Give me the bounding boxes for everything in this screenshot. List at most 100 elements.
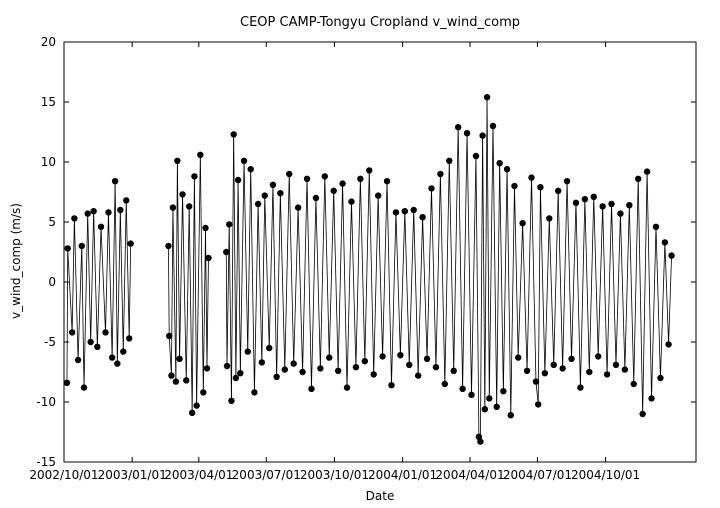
data-point bbox=[481, 406, 489, 413]
series-line-segment bbox=[306, 178, 312, 389]
series-line-segment bbox=[105, 212, 109, 333]
data-point bbox=[374, 192, 382, 199]
series-line-segment bbox=[250, 169, 255, 393]
data-point bbox=[366, 167, 373, 174]
data-point bbox=[370, 371, 377, 378]
data-point bbox=[401, 208, 409, 215]
data-point bbox=[554, 187, 562, 194]
series-line-segment bbox=[453, 127, 459, 371]
series-line-segment bbox=[566, 181, 572, 359]
series-line-segment bbox=[261, 195, 266, 363]
y-tick-label: -10 bbox=[36, 395, 56, 409]
data-point bbox=[648, 395, 655, 402]
series-line-segment bbox=[90, 211, 95, 343]
x-tick-label: 2004/10/01 bbox=[571, 468, 640, 482]
data-point bbox=[441, 380, 449, 388]
series-line-segment bbox=[231, 134, 235, 401]
data-point bbox=[511, 182, 518, 190]
data-point bbox=[639, 410, 646, 418]
series-line-segment bbox=[522, 223, 528, 371]
series-line-segment bbox=[125, 200, 130, 339]
data-point bbox=[339, 180, 346, 187]
data-point bbox=[240, 157, 248, 164]
data-point bbox=[321, 173, 329, 180]
series-line-segment bbox=[191, 176, 195, 413]
series-line-segment bbox=[199, 154, 204, 393]
data-point bbox=[463, 130, 471, 137]
y-axis-label: v_wind_comp (m/s) bbox=[9, 203, 23, 319]
series-line-segment bbox=[502, 169, 508, 392]
data-point bbox=[450, 367, 457, 374]
data-point bbox=[111, 178, 119, 185]
data-point bbox=[114, 360, 121, 367]
data-point bbox=[174, 157, 181, 164]
data-point bbox=[326, 354, 333, 361]
series-line-segment bbox=[114, 181, 118, 364]
data-point bbox=[277, 190, 284, 197]
data-point bbox=[188, 409, 196, 416]
data-point bbox=[330, 187, 337, 194]
series-line-segment bbox=[633, 178, 639, 385]
data-point bbox=[258, 359, 266, 366]
data-point bbox=[643, 168, 651, 175]
data-point bbox=[269, 181, 277, 188]
data-point bbox=[63, 379, 71, 386]
series-line-segment bbox=[506, 169, 512, 416]
series-line-segment bbox=[228, 224, 232, 401]
data-point bbox=[169, 204, 177, 211]
data-point bbox=[108, 354, 116, 361]
series-line-segment bbox=[276, 193, 281, 377]
data-point bbox=[514, 354, 522, 361]
series-line-segment bbox=[404, 211, 410, 365]
series-line-segment bbox=[580, 199, 586, 388]
series-line-segment bbox=[206, 257, 209, 369]
series-line-segment bbox=[176, 160, 180, 359]
data-point bbox=[94, 343, 101, 350]
data-point bbox=[247, 166, 254, 173]
series-line-segment bbox=[196, 154, 201, 406]
series-line-segment bbox=[426, 188, 432, 359]
data-point bbox=[537, 184, 544, 191]
series-line-segment bbox=[172, 207, 177, 382]
series-line-segment bbox=[435, 173, 441, 368]
data-point bbox=[635, 175, 642, 182]
series-line-segment bbox=[588, 196, 595, 373]
series-line-segment bbox=[646, 171, 652, 399]
series-line-segment bbox=[297, 207, 303, 373]
data-point bbox=[383, 178, 391, 185]
series-line-segment bbox=[128, 243, 132, 339]
data-point bbox=[361, 358, 369, 365]
series-line-segment bbox=[537, 187, 541, 405]
data-point bbox=[84, 210, 91, 217]
series-line-segment bbox=[624, 205, 630, 370]
series-line-segment bbox=[288, 173, 295, 364]
series-line-segment bbox=[333, 190, 339, 371]
y-tick-label: 5 bbox=[48, 215, 56, 229]
series-line-segment bbox=[526, 177, 532, 371]
data-point bbox=[486, 395, 493, 402]
plot-layer bbox=[63, 94, 675, 445]
data-point bbox=[165, 242, 172, 250]
series-line-segment bbox=[171, 207, 174, 376]
series-line-segment bbox=[479, 135, 484, 442]
data-point bbox=[507, 412, 514, 419]
series-line-segment bbox=[484, 97, 488, 410]
data-point bbox=[550, 361, 557, 368]
data-point bbox=[254, 200, 262, 208]
series-line-segment bbox=[328, 190, 335, 358]
series-line-segment bbox=[584, 199, 590, 373]
data-point bbox=[392, 209, 400, 216]
data-point bbox=[472, 152, 480, 160]
data-point bbox=[97, 223, 105, 230]
data-point bbox=[64, 245, 71, 252]
series-line-segment bbox=[475, 155, 480, 437]
data-point bbox=[541, 370, 549, 377]
data-point bbox=[228, 397, 235, 404]
data-point bbox=[599, 203, 606, 210]
series-line-segment bbox=[77, 245, 83, 361]
x-tick-label: 2004/01/01 bbox=[368, 468, 437, 482]
series-line-segment bbox=[284, 173, 290, 370]
data-point bbox=[475, 433, 483, 440]
x-tick-label: 2004/07/01 bbox=[503, 468, 572, 482]
data-point bbox=[334, 367, 342, 374]
